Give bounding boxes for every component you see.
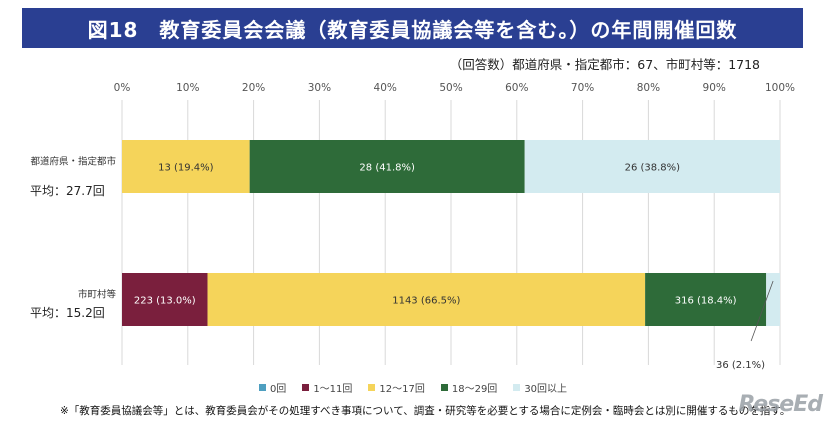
legend-label: 0回 (269, 384, 287, 395)
bar-segment (766, 273, 780, 326)
chart-title: 図18 教育委員会会議（教育委員協議会等を含む。）の年間開催回数 (87, 17, 738, 42)
category-label: 市町村等 (78, 289, 117, 301)
chart-title-banner: 図18 教育委員会会議（教育委員協議会等を含む。）の年間開催回数 (22, 8, 803, 48)
x-tick-label: 70% (571, 82, 594, 94)
legend-label: 30回以上 (524, 384, 568, 395)
legend-item: 18～29回 (440, 380, 498, 395)
data-label: 36 (2.1%) (716, 360, 765, 371)
x-tick-label: 60% (505, 82, 528, 94)
data-label: 26 (38.8%) (625, 163, 681, 174)
category-label: 都道府県・指定都市 (30, 156, 116, 168)
x-tick-label: 50% (439, 82, 462, 94)
data-label: 1143 (66.5%) (392, 296, 460, 307)
footnote: ※「教育委員協議会等」とは、教育委員会がその処理すべき事項について、調査・研究等… (60, 405, 791, 417)
x-tick-label: 40% (374, 82, 397, 94)
bar-segment (122, 273, 208, 326)
data-label: 13 (19.4%) (158, 163, 214, 174)
legend-item: 1～11回 (302, 380, 352, 395)
legend-swatch (513, 384, 521, 391)
category-average: 平均：27.7回 (30, 184, 105, 198)
data-label: 28 (41.8%) (359, 163, 415, 174)
legend-swatch (368, 384, 376, 391)
legend-item: 30回以上 (513, 380, 567, 395)
legend-swatch (302, 384, 310, 391)
legend-item: 12～17回 (368, 380, 425, 395)
chart-legend: 0回 1～11回 12～17回 18～29回 30回以上 (0, 380, 826, 395)
bar-segment (249, 140, 525, 193)
x-tick-label: 10% (176, 82, 199, 94)
x-tick-label: 30% (308, 82, 331, 94)
stacked-bar-chart: 0% 10% 20% 30% 40% 50% 60% 70% 80% 90% 100% 都道府県・指定… (30, 82, 795, 371)
x-tick-label: 0% (114, 82, 131, 94)
response-count-subtitle: （回答数）都道府県・指定都市：67、市町村等：1718 (449, 57, 760, 72)
bar-segment (207, 273, 646, 326)
legend-label: 1～11回 (313, 384, 353, 395)
data-label: 223 (13.0%) (134, 296, 196, 307)
data-label: 316 (18.4%) (675, 296, 737, 307)
legend-label: 18～29回 (451, 384, 498, 395)
x-tick-label: 100% (765, 82, 795, 94)
resed-logo: ReseEd (738, 392, 823, 417)
x-tick-label: 20% (242, 82, 265, 94)
bar-segment (524, 140, 780, 193)
legend-swatch (440, 384, 448, 391)
legend-label: 12～17回 (379, 384, 425, 395)
bar-segment (645, 273, 767, 326)
legend-swatch (258, 384, 266, 391)
x-tick-label: 80% (637, 82, 660, 94)
data-label-leader (750, 280, 774, 342)
legend-item: 0回 (258, 380, 287, 395)
bar-segment (122, 140, 250, 193)
x-tick-label: 90% (703, 82, 726, 94)
category-average: 平均：15.2回 (30, 306, 105, 320)
